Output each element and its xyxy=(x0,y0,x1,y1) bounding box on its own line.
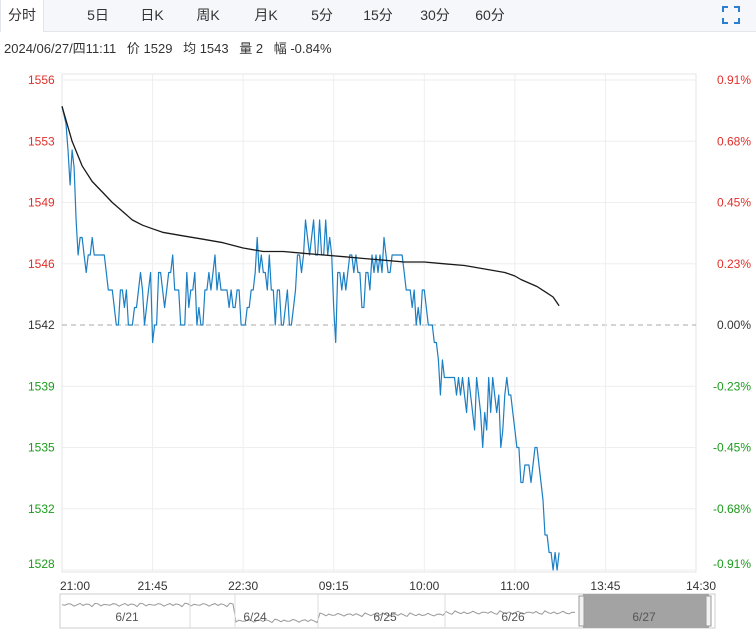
info-price: 价 1529 xyxy=(126,41,173,56)
tab-15min[interactable]: 15分 xyxy=(363,7,393,23)
y-tick-label: 1535 xyxy=(28,441,55,455)
y-tick-label: 1556 xyxy=(28,73,55,87)
tab-intraday[interactable]: 分时 xyxy=(0,0,44,32)
x-tick-label: 10:00 xyxy=(409,579,439,593)
chart-grid xyxy=(61,73,697,573)
navigator-right-handle[interactable] xyxy=(705,595,712,627)
x-tick-label: 22:30 xyxy=(228,579,258,593)
expand-corners-icon[interactable] xyxy=(722,6,740,24)
x-tick-label: 14:30 xyxy=(686,579,716,593)
tab-5day[interactable]: 5日 xyxy=(87,7,109,23)
y-tick-label: 1553 xyxy=(28,134,55,148)
pct-tick-label: -0.45% xyxy=(713,441,751,455)
x-tick-label: 09:15 xyxy=(319,579,349,593)
pct-tick-label: 0.45% xyxy=(717,196,751,210)
time-navigator[interactable]: 6/21 6/24 6/25 6/26 6/27 xyxy=(59,593,716,629)
navigator-date-label: 6/27 xyxy=(632,610,656,624)
period-tab-bar: 分时 5日 日K 周K 月K 5分 15分 30分 60分 xyxy=(0,0,756,32)
navigator-frame xyxy=(59,593,716,629)
navigator-selection[interactable] xyxy=(583,594,709,628)
chart-series xyxy=(61,106,560,571)
tab-60min[interactable]: 60分 xyxy=(475,7,505,23)
tab-weekly-k[interactable]: 周K xyxy=(196,7,220,23)
average-price-line xyxy=(61,106,560,307)
y-tick-label: 1532 xyxy=(28,502,55,516)
plot-frame xyxy=(61,73,697,573)
tab-5min[interactable]: 5分 xyxy=(311,7,333,23)
pct-tick-label: -0.91% xyxy=(713,557,751,571)
pct-tick-label: 0.23% xyxy=(717,257,751,271)
info-datetime: 2024/06/27/四11:11 xyxy=(4,41,117,56)
x-tick-label: 21:00 xyxy=(60,579,90,593)
navigator-date-label: 6/26 xyxy=(501,610,525,624)
x-tick-label: 21:45 xyxy=(138,579,168,593)
y-tick-label: 1539 xyxy=(28,379,55,393)
pct-tick-label: -0.68% xyxy=(713,502,751,516)
navigator-trend xyxy=(61,602,576,624)
info-average: 均 1543 xyxy=(183,41,229,56)
pct-tick-label: 0.00% xyxy=(717,318,751,332)
chart-axes: 1556 0.91% 1553 0.68% 1549 0.45% 1546 0.23% 1542… xyxy=(28,73,751,593)
y-tick-label: 1542 xyxy=(28,318,55,332)
price-line xyxy=(61,106,560,571)
navigator-date-label: 6/24 xyxy=(243,610,267,624)
x-tick-label: 13:45 xyxy=(590,579,620,593)
info-volume: 量 2 xyxy=(239,41,264,56)
y-tick-label: 1549 xyxy=(28,196,55,210)
x-tick-label: 11:00 xyxy=(500,579,529,593)
pct-tick-label: 0.68% xyxy=(717,134,751,148)
navigator-date-label: 6/25 xyxy=(373,610,397,624)
pct-tick-label: 0.91% xyxy=(717,73,751,87)
tab-daily-k[interactable]: 日K xyxy=(140,7,164,23)
navigator-left-handle[interactable] xyxy=(578,595,585,627)
y-tick-label: 1528 xyxy=(28,557,55,571)
pct-tick-label: -0.23% xyxy=(713,379,751,393)
info-change: 幅 -0.84% xyxy=(273,41,332,56)
tab-monthly-k[interactable]: 月K xyxy=(254,7,278,23)
quote-info-bar: 2024/06/27/四11:11 价 1529 均 1543 量 2 幅 -0… xyxy=(4,38,339,57)
navigator-date-label: 6/21 xyxy=(115,610,139,624)
y-tick-label: 1546 xyxy=(28,257,55,271)
tab-30min[interactable]: 30分 xyxy=(420,7,450,23)
